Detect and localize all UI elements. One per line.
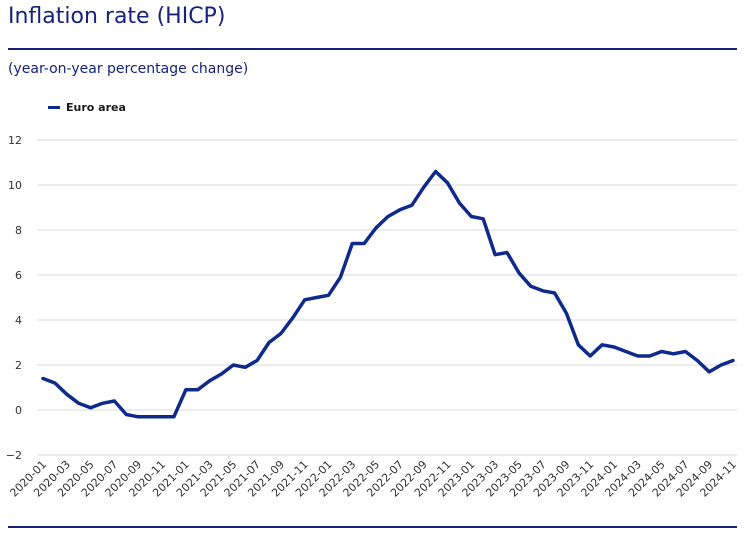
y-tick-label: 6	[15, 269, 22, 282]
y-tick-label: 0	[15, 404, 22, 417]
series-line-euro-area	[41, 169, 735, 419]
legend-swatch	[48, 106, 60, 109]
legend-label-euro-area: Euro area	[66, 101, 126, 114]
y-tick-label: 10	[8, 179, 22, 192]
chart-title: Inflation rate (HICP)	[8, 4, 226, 29]
footer-divider	[8, 526, 737, 528]
grid-lines	[37, 139, 737, 456]
title-divider	[8, 48, 737, 50]
legend: Euro area	[48, 101, 126, 114]
chart-subtitle: (year-on-year percentage change)	[8, 61, 249, 77]
y-axis-ticks: −2 0 2 4 6 8 10 12	[6, 134, 22, 462]
series-layer	[41, 169, 735, 419]
y-tick-label: 12	[8, 134, 22, 147]
y-tick-label: −2	[6, 449, 22, 462]
y-tick-label: 8	[15, 224, 22, 237]
x-axis-ticks: 2020-012020-032020-052020-072020-092020-…	[7, 458, 739, 500]
y-tick-label: 4	[15, 314, 22, 327]
y-tick-label: 2	[15, 359, 22, 372]
